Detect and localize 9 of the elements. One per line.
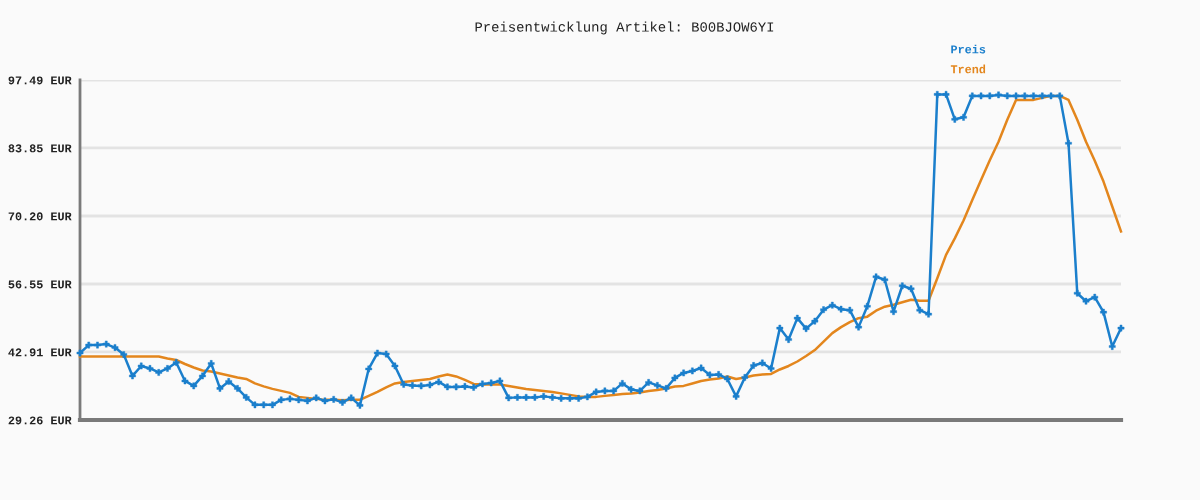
chart-title: Preisentwicklung Artikel: B00BJOW6YI bbox=[475, 21, 774, 35]
text: Preis bbox=[951, 44, 986, 54]
y-tick-label: 56.55 EUR bbox=[8, 280, 72, 289]
y-tick-label: 42.91 EUR bbox=[8, 348, 72, 357]
y-tick-label: 70.20 EUR bbox=[8, 212, 72, 221]
y-tick-label: 83.85 EUR bbox=[8, 144, 72, 153]
text: Trend bbox=[950, 64, 986, 74]
y-tick-label: 97.49 EUR bbox=[8, 76, 72, 85]
y-tick-label: 29.26 EUR bbox=[8, 416, 72, 425]
